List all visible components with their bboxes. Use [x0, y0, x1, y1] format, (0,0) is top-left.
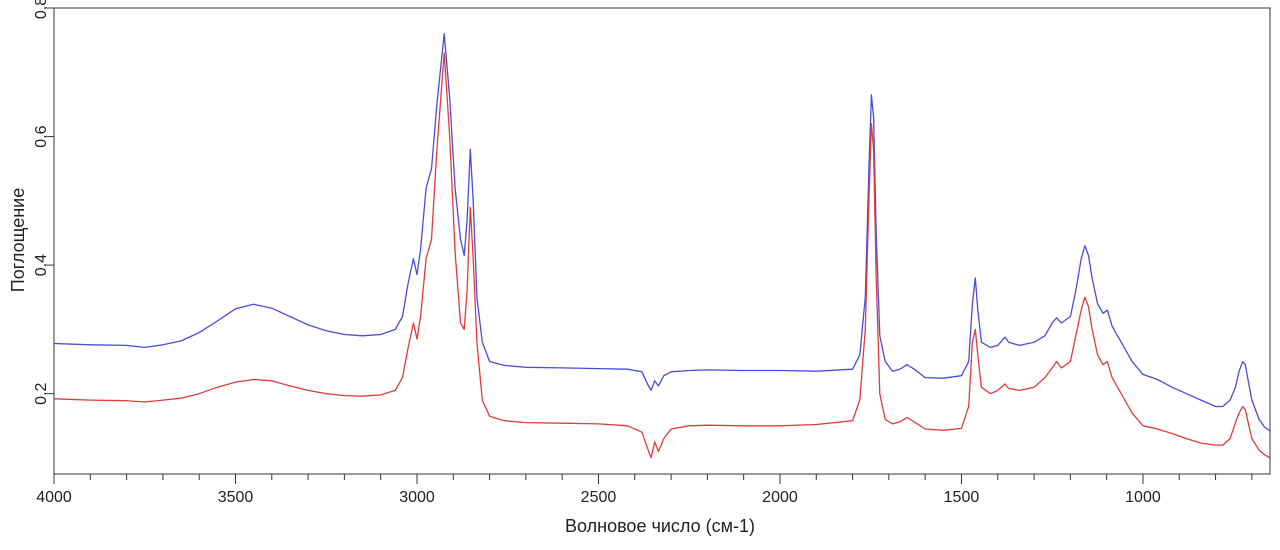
- y-tick-label: 0,8: [33, 0, 50, 19]
- x-axis-label: Волновое число (см-1): [565, 516, 755, 536]
- x-tick-label: 3500: [218, 489, 254, 506]
- y-axis-label: Поглощение: [8, 188, 28, 292]
- x-tick-label: 3000: [399, 489, 435, 506]
- x-tick-label: 2000: [762, 489, 798, 506]
- x-axis: 4000 3500 3000 2500 2000 1500 1000: [36, 474, 1253, 506]
- x-tick-label: 1000: [1125, 489, 1161, 506]
- series-line-1: [53, 33, 1271, 432]
- y-axis: 0,2 0,4 0,6 0,8: [33, 0, 54, 405]
- x-tick-label: 1500: [944, 489, 980, 506]
- y-tick-label: 0,2: [33, 382, 50, 404]
- plot-frame: [53, 7, 1271, 475]
- series-line-2: [53, 52, 1271, 459]
- series-group: [53, 33, 1271, 459]
- y-tick-label: 0,4: [33, 254, 50, 276]
- x-tick-label: 4000: [36, 489, 72, 506]
- y-tick-label: 0,6: [33, 125, 50, 147]
- x-tick-label: 2500: [581, 489, 617, 506]
- plot-border: [53, 7, 1271, 475]
